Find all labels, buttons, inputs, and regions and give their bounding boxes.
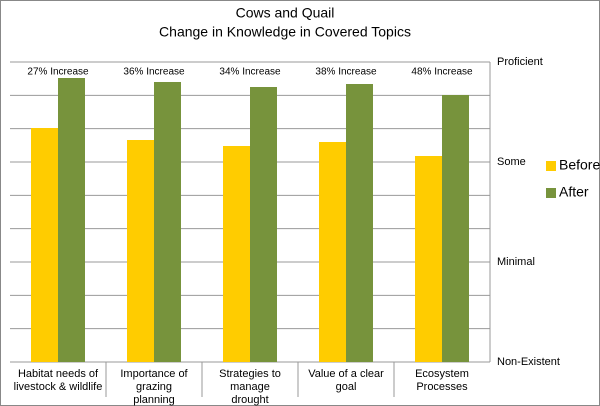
bar [346, 84, 373, 362]
bar [442, 95, 469, 362]
bar [319, 142, 346, 362]
legend-swatch [546, 188, 556, 198]
bar [415, 156, 442, 362]
y-tick-label: Minimal [497, 256, 535, 268]
bar [58, 78, 85, 362]
y-tick-label: Some [497, 156, 526, 168]
x-tick-label: Strategies to manage drought [219, 368, 281, 406]
bar [154, 82, 181, 362]
bar [31, 128, 58, 362]
legend-label: After [559, 184, 589, 200]
y-tick-label: Non-Existent [497, 356, 560, 368]
bar [250, 87, 277, 362]
bar [127, 140, 154, 362]
x-tick-label: Habitat needs of livestock & wildlife [13, 368, 103, 393]
x-tick-label: Ecosystem Processes [415, 368, 469, 393]
x-tick-label: Importance of grazing planning [120, 368, 188, 406]
legend-label: Before [559, 157, 600, 173]
annotation: 36% Increase [123, 67, 185, 78]
y-tick-label: Proficient [497, 56, 543, 68]
annotation: 38% Increase [315, 67, 377, 78]
chart-subtitle: Change in Knowledge in Covered Topics [159, 24, 411, 40]
chart-title: Cows and Quail [236, 5, 335, 21]
bar [223, 146, 250, 362]
annotation: 34% Increase [219, 67, 281, 78]
x-tick-label: Value of a clear goal [308, 368, 384, 393]
annotation: 27% Increase [27, 67, 89, 78]
annotation: 48% Increase [411, 67, 473, 78]
legend-swatch [546, 161, 556, 171]
